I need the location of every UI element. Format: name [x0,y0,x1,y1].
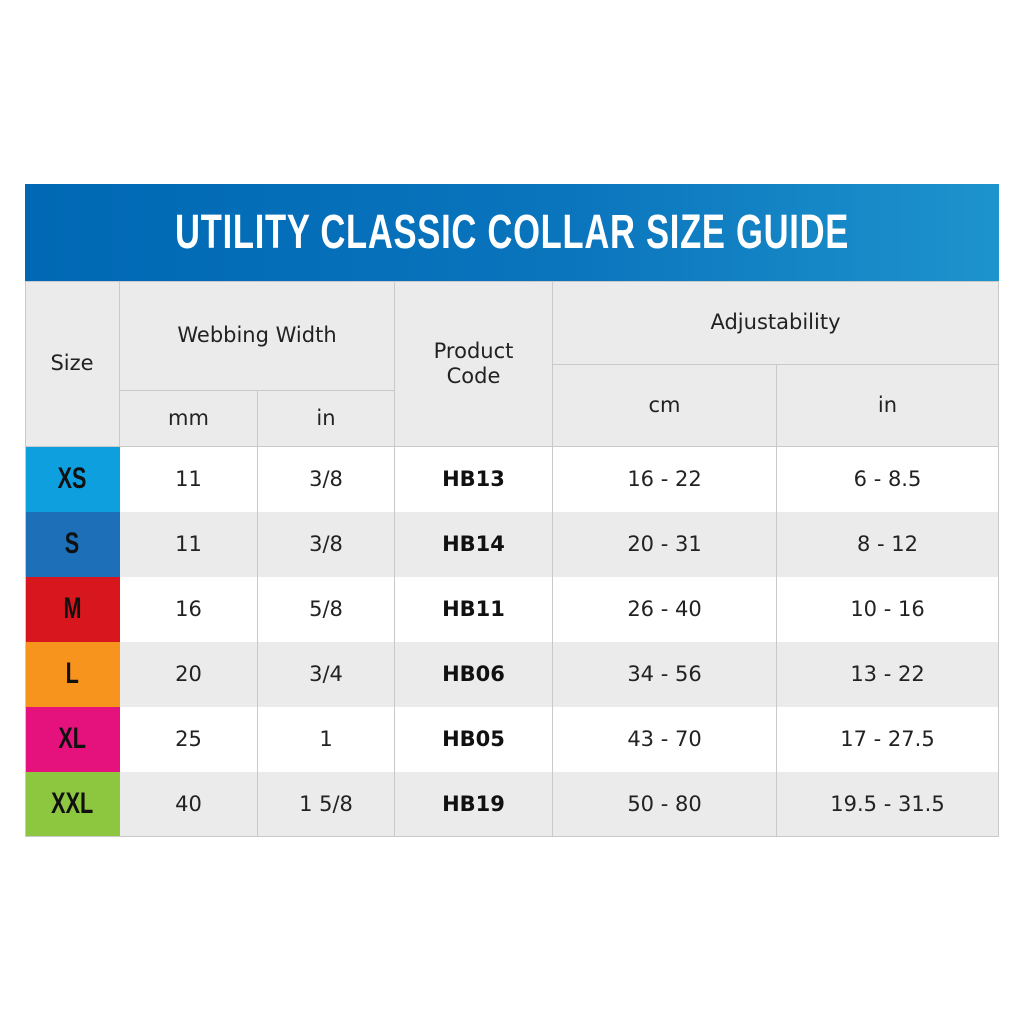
header-product-code: Product Code [395,281,553,447]
header-cm: cm [553,365,777,447]
cell-adj-in: 13 - 22 [777,642,999,707]
cell-adj-in: 19.5 - 31.5 [777,772,999,837]
cell-code: HB14 [395,512,553,577]
size-label: L [65,657,80,691]
cell-mm: 20 [120,642,258,707]
cell-mm: 25 [120,707,258,772]
size-badge: S [25,512,120,577]
cell-cm: 20 - 31 [553,512,777,577]
cell-mm: 40 [120,772,258,837]
size-badge: XXL [25,772,120,837]
page-title: UTILITY CLASSIC COLLAR SIZE GUIDE [174,206,850,259]
header-mm: mm [120,391,258,447]
cell-in: 1 5/8 [258,772,395,837]
header-adj-in: in [777,365,999,447]
size-badge: L [25,642,120,707]
cell-adj-in: 8 - 12 [777,512,999,577]
cell-in: 3/8 [258,512,395,577]
size-label: S [65,527,80,561]
cell-cm: 50 - 80 [553,772,777,837]
header-webbing-width: Webbing Width [120,281,395,391]
size-badge: M [25,577,120,642]
title-banner: UTILITY CLASSIC COLLAR SIZE GUIDE [25,184,999,281]
cell-cm: 43 - 70 [553,707,777,772]
cell-adj-in: 10 - 16 [777,577,999,642]
cell-code: HB13 [395,447,553,512]
cell-cm: 34 - 56 [553,642,777,707]
header-adjustability: Adjustability [553,281,999,365]
cell-cm: 26 - 40 [553,577,777,642]
size-badge: XL [25,707,120,772]
cell-in: 3/8 [258,447,395,512]
cell-mm: 11 [120,512,258,577]
cell-in: 3/4 [258,642,395,707]
cell-code: HB06 [395,642,553,707]
size-label: XS [58,462,87,496]
cell-mm: 16 [120,577,258,642]
size-label: XXL [51,787,94,821]
cell-code: HB11 [395,577,553,642]
size-label: M [63,592,82,626]
cell-mm: 11 [120,447,258,512]
size-label: XL [58,722,87,756]
header-in: in [258,391,395,447]
header-size: Size [25,281,120,447]
cell-adj-in: 6 - 8.5 [777,447,999,512]
cell-in: 5/8 [258,577,395,642]
cell-in: 1 [258,707,395,772]
size-badge: XS [25,447,120,512]
cell-cm: 16 - 22 [553,447,777,512]
cell-code: HB05 [395,707,553,772]
cell-code: HB19 [395,772,553,837]
cell-adj-in: 17 - 27.5 [777,707,999,772]
